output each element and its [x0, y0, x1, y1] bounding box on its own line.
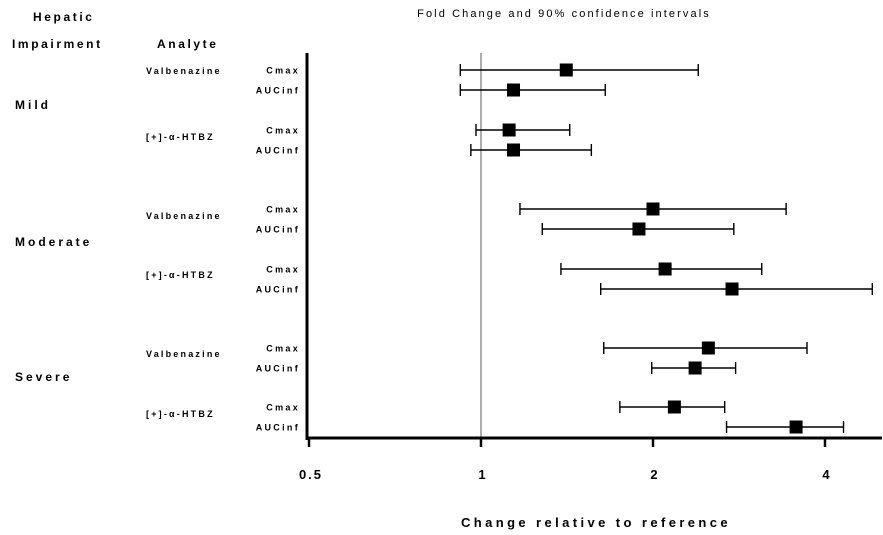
analyte-label: [+]-α-HTBZ: [146, 132, 215, 142]
analyte-label: [+]-α-HTBZ: [146, 270, 215, 280]
group-label: Moderate: [15, 235, 92, 249]
analyte-label: Valbenazine: [146, 211, 222, 221]
row-labels-layer: Mild Valbenazine Cmax AUCinf [+]-α-HTBZ Cmax A…: [15, 66, 300, 433]
estimate-marker: [789, 420, 803, 434]
analyte-label: [+]-α-HTBZ: [146, 409, 215, 419]
x-ticks-layer: 0.5 1 2 4: [299, 438, 831, 482]
analyte-label: Valbenazine: [146, 349, 222, 359]
metric-label: AUCinf: [256, 423, 300, 433]
header-analyte: Analyte: [157, 37, 219, 51]
metric-label: Cmax: [266, 344, 300, 354]
estimate-marker: [502, 123, 516, 137]
chart-title: Fold Change and 90% confidence intervals: [417, 8, 711, 20]
metric-label: AUCinf: [256, 146, 300, 156]
metric-label: Cmax: [266, 126, 300, 136]
metric-label: Cmax: [266, 403, 300, 413]
x-tick-label: 1: [478, 467, 487, 482]
estimate-marker: [646, 202, 660, 216]
data-marks-layer: [459, 63, 874, 434]
estimate-marker: [507, 83, 521, 97]
metric-label: AUCinf: [256, 86, 300, 96]
metric-label: Cmax: [266, 66, 300, 76]
metric-label: AUCinf: [256, 364, 300, 374]
group-label: Mild: [15, 98, 51, 112]
x-tick-label: 0.5: [299, 467, 323, 482]
metric-label: AUCinf: [256, 285, 300, 295]
metric-label: AUCinf: [256, 225, 300, 235]
header-impairment: Impairment: [12, 37, 103, 51]
x-axis-label: Change relative to reference: [461, 515, 731, 530]
estimate-marker: [507, 143, 521, 157]
x-tick-label: 4: [822, 467, 831, 482]
metric-label: Cmax: [266, 265, 300, 275]
estimate-marker: [632, 222, 646, 236]
estimate-marker: [667, 400, 681, 414]
estimate-marker: [701, 341, 715, 355]
estimate-marker: [658, 262, 672, 276]
header-hepatic: Hepatic: [33, 10, 95, 24]
group-label: Severe: [15, 370, 72, 384]
metric-label: Cmax: [266, 205, 300, 215]
analyte-label: Valbenazine: [146, 66, 222, 76]
estimate-marker: [688, 361, 702, 375]
estimate-marker: [559, 63, 573, 77]
axes-layer: [305, 53, 882, 440]
estimate-marker: [725, 282, 739, 296]
x-tick-label: 2: [650, 467, 659, 482]
